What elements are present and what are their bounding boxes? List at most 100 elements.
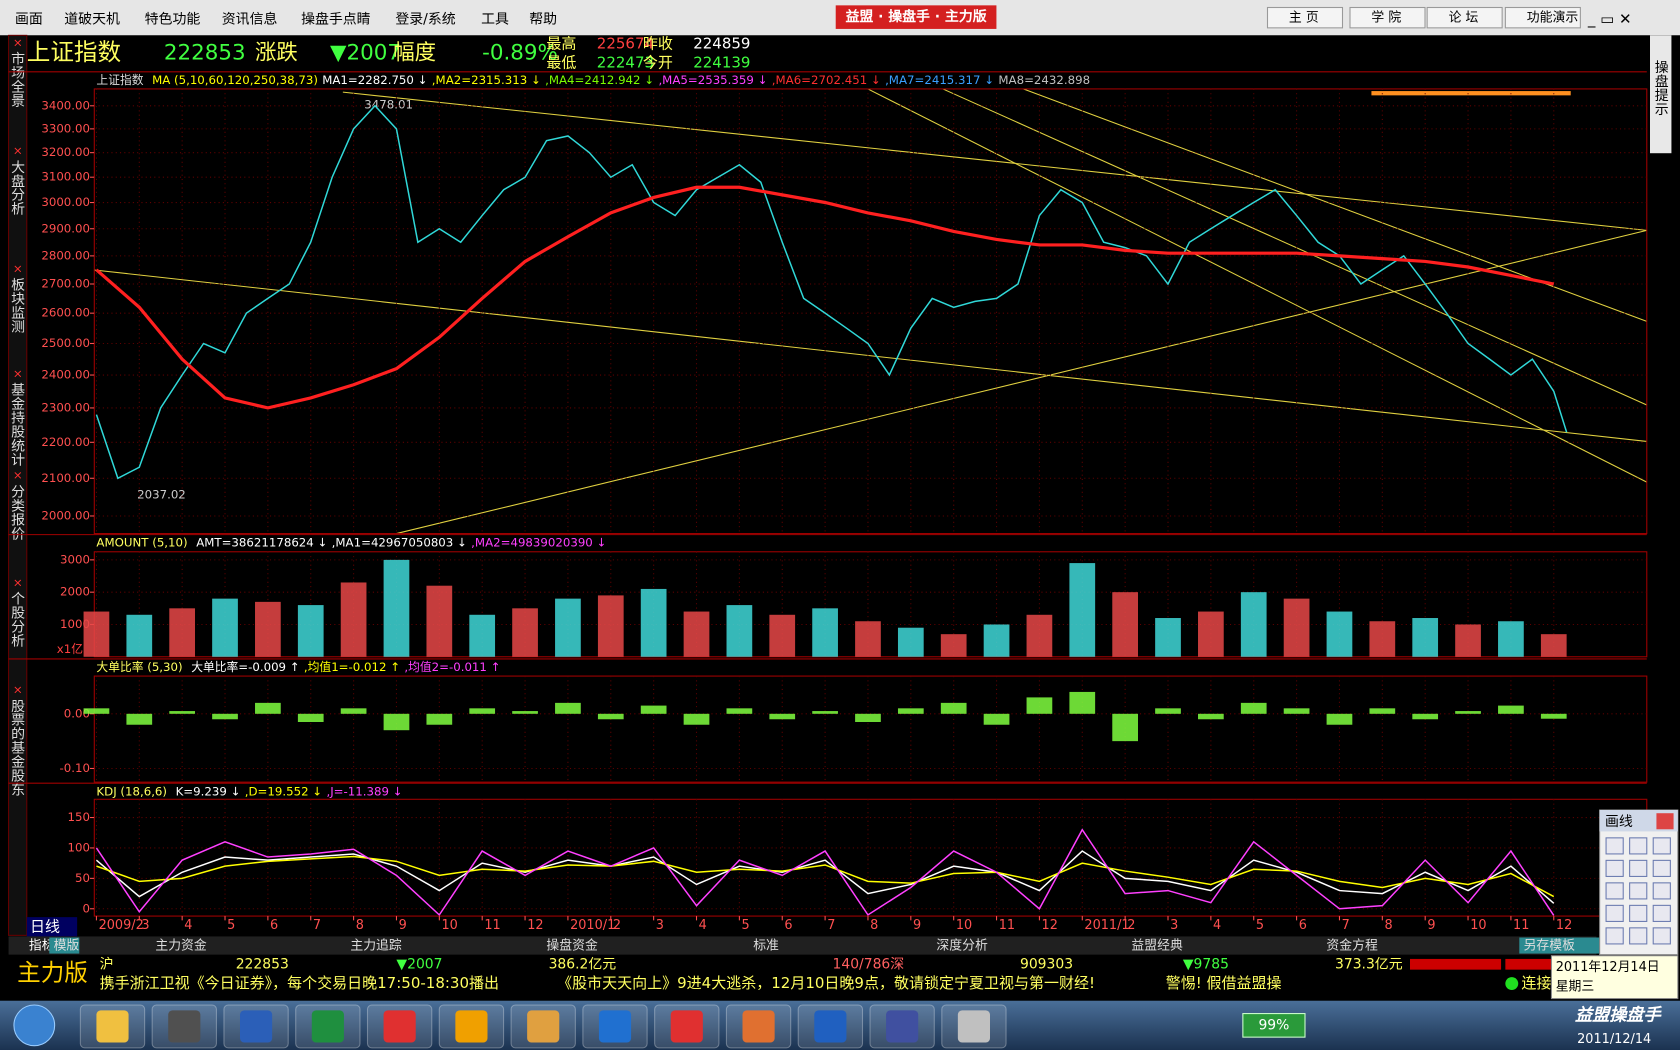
bar [769,713,796,720]
tool-button[interactable] [1605,859,1624,877]
legend-item: ,均值1=-0.012 ↑ [304,660,400,674]
sz-change: ▼9785 [1183,956,1229,972]
x-tick-label: 2009/2 [99,918,144,933]
tool-button[interactable] [1605,882,1624,900]
bar [169,711,196,714]
bar [597,595,624,657]
tool-button[interactable] [1652,837,1671,855]
y-tick-label: 2500.00 [41,336,90,350]
bar [255,702,281,714]
tab-close: × [13,683,23,697]
trendline [342,91,1647,231]
menu-item[interactable]: 画面 [15,11,43,27]
bottom-tab[interactable]: 主力追踪 [350,938,402,954]
period-box[interactable] [26,917,78,937]
bottom-tab[interactable]: 资金方程 [1326,938,1378,954]
bottom-tab[interactable]: 益盟经典 [1131,939,1183,954]
tool-button[interactable] [1652,882,1671,900]
bottom-tab[interactable]: 模版 [54,939,80,954]
connection[interactable]: 连接 [1521,974,1551,992]
bar [555,702,581,714]
tool-button[interactable] [1629,927,1648,945]
y-tick-label: 2100.00 [41,471,90,485]
bar [1498,621,1524,657]
menu-item[interactable]: 帮助 [529,11,557,27]
link-button[interactable] [1266,6,1344,29]
legend-item: MA1=2282.750 ↓ [322,73,427,87]
tool-button[interactable] [1629,837,1648,855]
link-label: 功能演示 [1527,10,1579,26]
bar [126,713,153,725]
legend-item: ,MA5=2535.359 ↓ [658,73,767,87]
app-icon [598,1010,632,1043]
x-tick-label: 4 [699,918,707,933]
link-button[interactable] [1349,6,1426,29]
toolbox-close[interactable] [1656,813,1674,830]
x-tick-label: 7 [1342,918,1350,933]
right-tab[interactable] [1650,35,1672,154]
tool-button[interactable] [1629,882,1648,900]
app-icon [240,1010,273,1043]
bar [1369,708,1396,714]
bar [1240,592,1267,657]
left-tab[interactable]: 股票的基金股东 [9,699,25,797]
bottom-tab[interactable]: 深度分析 [936,938,988,954]
x-tick-label: 5 [227,918,235,933]
tool-button[interactable] [1652,859,1671,877]
y-tick-label: 100 [68,840,90,854]
bottom-tab[interactable]: 标准 [753,939,779,954]
menu-item[interactable]: 资讯信息 [222,10,278,27]
bottom-tab[interactable]: 指标 [29,939,55,954]
link-label: 论 坛 [1449,11,1479,26]
toolbox-title: 画线 [1605,814,1633,830]
x-tick-label: 10 [1470,918,1486,933]
menu-item[interactable]: 登录/系统 [395,11,455,27]
y-tick-label: 150 [68,810,90,824]
bar [726,708,753,714]
x-tick-label: 6 [270,918,278,933]
x-tick-label: 5 [1256,918,1264,933]
window-controls[interactable]: _ ▭ ✕ [1587,10,1632,29]
menu-item[interactable]: 工具 [481,11,509,27]
x-tick-label: 2 [613,918,621,933]
bar [1155,708,1181,714]
bar [83,611,110,657]
tool-button[interactable] [1629,904,1648,922]
watermark: 益盟操盘手 [1575,1006,1662,1026]
unit-label: x1亿 [57,642,83,656]
link-button[interactable] [1504,6,1581,29]
bottom-tab[interactable]: 另存模板 [1524,939,1576,954]
link-button[interactable] [1426,6,1503,29]
bar [940,702,967,714]
legend-item: ,MA6=2702.451 ↓ [772,73,881,87]
ticker: 《股市天天向上》9进4大逃杀，12月10日晚9点，敬请锁定宁夏卫视与第一财经! [557,974,1095,992]
clock-popup [1550,955,1679,1000]
menu-item[interactable]: 道破天机 [64,11,120,27]
left-tab[interactable]: 板块监测 [9,278,25,334]
menu-item[interactable]: 操盘手点睛 [301,10,371,27]
bar [855,713,881,722]
left-tab[interactable]: 大盘分析 [9,160,25,216]
tool-button[interactable] [1605,904,1624,922]
bar [940,634,967,657]
tool-button[interactable] [1629,859,1648,877]
y-tick-label: -0.10 [60,761,90,775]
link-label: 主 页 [1289,11,1319,26]
tool-button[interactable] [1652,904,1671,922]
menu-item[interactable]: 特色功能 [145,10,201,27]
bar [855,621,881,657]
tool-button[interactable] [1605,927,1624,945]
start-button[interactable] [13,1004,56,1047]
left-tab[interactable]: 市场全景 [9,51,25,108]
left-tab[interactable]: 个股分析 [9,591,25,647]
bar [340,708,367,714]
bottom-tab[interactable]: 操盘资金 [546,938,598,954]
bottom-tab[interactable]: 主力资金 [155,938,207,954]
y-tick-label: 3000 [60,552,90,566]
bar [812,711,838,714]
tool-button[interactable] [1652,927,1671,945]
tool-button[interactable] [1605,837,1624,855]
left-tab[interactable]: 分类报价 [9,484,25,540]
sh-amount: 386.2亿元 [549,956,617,972]
left-tab[interactable]: 基金持股统计 [9,382,25,467]
